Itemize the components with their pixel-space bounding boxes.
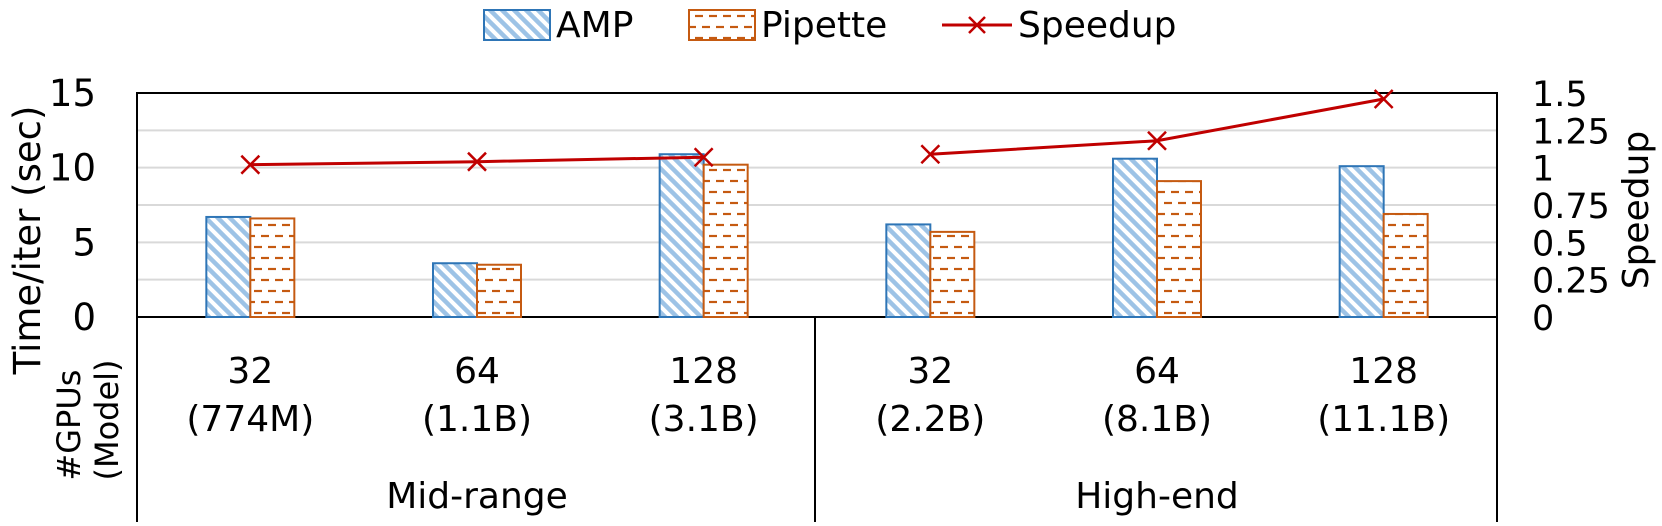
speedup-marker <box>1373 89 1394 109</box>
legend-speedup-label: Speedup <box>1018 5 1177 46</box>
plot-border <box>136 92 1498 318</box>
category-model-label: (774M) <box>186 399 314 440</box>
x-axis-label: #GPUs (Model) <box>50 359 126 480</box>
category-model-label: (3.1B) <box>649 399 759 440</box>
category-gpus-label: 32 <box>227 351 273 392</box>
speedup-marker <box>240 154 261 175</box>
group-label: High-end <box>1075 476 1239 517</box>
y-axis-left-ticks: 0 5 10 15 <box>49 72 96 339</box>
category-model-label: (8.1B) <box>1102 399 1212 440</box>
category-model-label: (1.1B) <box>422 399 532 440</box>
plot-area <box>136 89 1498 319</box>
y-left-tick-label: 10 <box>49 147 96 190</box>
y-left-tick-label: 15 <box>49 72 96 115</box>
speedup-marker <box>1147 130 1167 151</box>
amp-bar <box>885 223 932 318</box>
category-gpus-label: 128 <box>669 351 738 392</box>
legend-amp-label: AMP <box>556 5 633 46</box>
category-labels: 32 (774M) 64 (1.1B) 128 (3.1B) 32 (2.2B) 64 (8.1B… <box>186 351 1450 440</box>
y-left-tick-label: 0 <box>72 296 96 339</box>
category-gpus-label: 128 <box>1349 351 1418 392</box>
amp-bar <box>432 262 478 318</box>
category-model-label: (2.2B) <box>875 399 985 440</box>
x-axis-label-line1: #GPUs <box>50 370 88 481</box>
amp-bar <box>658 153 705 318</box>
y-right-tick-label: 1.25 <box>1532 112 1610 152</box>
y-left-tick-label: 5 <box>72 221 96 264</box>
pipette-bars <box>249 163 1429 319</box>
y-right-tick-label: 1.5 <box>1532 75 1588 115</box>
y-axis-right-label: Speedup <box>1616 131 1657 290</box>
legend-speedup-marker <box>968 16 986 34</box>
amp-bar <box>1338 165 1385 318</box>
group-labels: Mid-range High-end <box>386 476 1239 517</box>
legend-amp-swatch <box>483 9 551 41</box>
y-right-tick-label: 0 <box>1532 299 1554 339</box>
legend: AMP Pipette Speedup <box>483 5 1177 46</box>
pipette-bar <box>476 263 522 319</box>
y-right-tick-label: 1 <box>1532 150 1554 190</box>
category-gpus-label: 64 <box>454 351 500 392</box>
speedup-series <box>240 89 1394 175</box>
category-model-label: (11.1B) <box>1317 399 1450 440</box>
pipette-bar <box>1382 212 1429 319</box>
group-label: Mid-range <box>386 476 568 517</box>
y-right-tick-label: 0.5 <box>1532 224 1588 264</box>
amp-bar <box>205 215 252 319</box>
legend-pipette-swatch <box>688 9 756 41</box>
speedup-marker <box>693 147 714 168</box>
amp-bars <box>205 153 1385 319</box>
category-gpus-label: 32 <box>907 351 953 392</box>
y-right-tick-label: 0.75 <box>1532 187 1610 227</box>
legend-pipette-label: Pipette <box>761 5 887 46</box>
pipette-bar <box>249 217 296 318</box>
x-axis-label-line2: (Model) <box>88 359 126 480</box>
y-right-tick-label: 0.25 <box>1532 262 1610 302</box>
y-axis-left-label: Time/iter (sec) <box>6 106 49 376</box>
pipette-bar <box>929 230 976 319</box>
gridlines <box>137 129 1497 281</box>
amp-bar <box>1112 157 1158 318</box>
category-gpus-label: 64 <box>1134 351 1180 392</box>
speedup-marker <box>920 144 941 165</box>
speedup-line <box>930 97 1384 156</box>
category-axis: 32 (774M) 64 (1.1B) 128 (3.1B) 32 (2.2B) 64 (8.1B… <box>50 317 1498 522</box>
speedup-marker <box>467 151 487 172</box>
pipette-bar <box>702 163 749 318</box>
pipette-bar <box>1156 180 1202 318</box>
